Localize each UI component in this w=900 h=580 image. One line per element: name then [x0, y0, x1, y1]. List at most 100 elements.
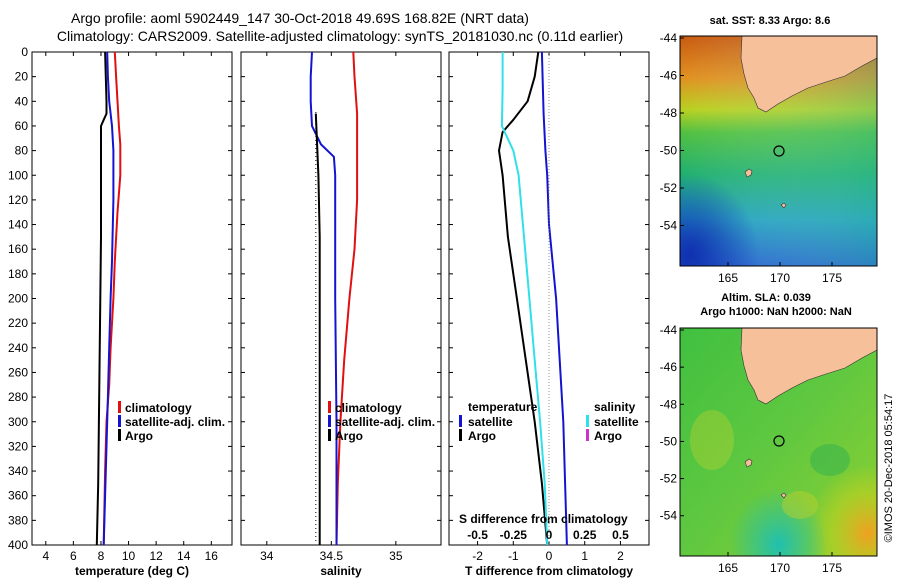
x-tick-label: -1: [508, 549, 519, 563]
series-line-t-satellite: [540, 51, 568, 546]
difference-profile-panel: -2 -1 0 1 2T difference from climatology S di…: [448, 51, 650, 578]
sla-map-frame: [679, 327, 878, 557]
series-line-argo: [314, 113, 321, 545]
sst-map-title: sat. SST: 8.33 Argo: 8.6: [710, 15, 831, 27]
x-tick-label: 1: [581, 549, 588, 563]
legend-swatch-t-argo: [459, 429, 462, 441]
map-x-tick-label: 170: [770, 561, 790, 575]
y-tick-label: 100: [8, 168, 28, 182]
legend-swatch-t-satellite: [459, 415, 462, 427]
map-x-tick-label: 175: [822, 271, 842, 285]
island-land: [744, 458, 753, 468]
imos-watermark: ©IMOS 20-Dec-2018 05:54:17: [883, 394, 895, 543]
difference-salinity-legend: salinity satellite Argo: [586, 400, 639, 443]
x-axis-label: salinity: [320, 564, 362, 578]
map-y-tick-label: -44: [660, 31, 678, 45]
sla-map: -44 -46 -48 -50 -52 -54 165 170 175: [660, 323, 878, 575]
y-tick-label: 60: [15, 119, 29, 133]
island-land: [780, 202, 787, 209]
y-tick-label: 240: [8, 341, 28, 355]
map-y-tick-label: -48: [660, 397, 678, 411]
map-y-tick-label: -48: [660, 106, 678, 120]
map-y-tick-label: -52: [660, 181, 678, 195]
series-line-s-satellite: [500, 52, 549, 546]
s-tick-label: -0.5: [467, 528, 488, 542]
x-tick-label: 0: [546, 549, 553, 563]
legend-label-s-argo: Argo: [594, 429, 622, 443]
difference-temperature-legend: temperature satellite Argo: [459, 400, 538, 443]
legend-label-t-satellite: satellite: [468, 415, 513, 429]
temperature-legend: climatology satellite-adj. clim. Argo: [118, 401, 225, 443]
series-line-satellite-adj-clim-: [102, 51, 115, 546]
legend-swatch-s-satellite: [586, 415, 589, 427]
y-tick-label: 120: [8, 193, 28, 207]
y-tick-label: 220: [8, 316, 28, 330]
x-tick-label: 16: [205, 549, 219, 563]
x-tick-label: 8: [98, 549, 105, 563]
legend-label-t-argo: Argo: [468, 429, 496, 443]
legend-swatch-climatology: [328, 401, 331, 413]
map-y-tick-label: -46: [660, 69, 678, 83]
legend-label-satellite-adj: satellite-adj. clim.: [125, 415, 225, 429]
map-y-tick-label: -54: [660, 219, 678, 233]
salinity-legend: climatology satellite-adj. clim. Argo: [328, 401, 435, 443]
map-x-tick-label: 165: [718, 271, 738, 285]
s-tick-label: -0.25: [500, 528, 528, 542]
y-tick-label: 320: [8, 439, 28, 453]
argo-float-location-marker: [773, 145, 785, 157]
map-y-tick-label: -52: [660, 472, 678, 486]
x-tick-label: 14: [177, 549, 191, 563]
x-tick-label: -2: [472, 549, 483, 563]
legend-title-temperature: temperature: [468, 400, 538, 414]
legend-label-satellite-adj: satellite-adj. clim.: [335, 415, 435, 429]
sla-map-title-line2: Argo h1000: NaN h2000: NaN: [700, 306, 852, 318]
legend-swatch-argo: [118, 429, 121, 441]
legend-swatch-argo: [328, 429, 331, 441]
y-tick-label: 380: [8, 513, 28, 527]
legend-label-argo: Argo: [335, 429, 363, 443]
y-tick-label: 180: [8, 267, 28, 281]
legend-swatch-climatology: [118, 401, 121, 413]
x-tick-label: 12: [149, 549, 163, 563]
x-axis-label: temperature (deg C): [75, 564, 189, 578]
legend-label-argo: Argo: [125, 429, 153, 443]
legend-label-s-satellite: satellite: [594, 415, 639, 429]
island-land: [744, 168, 753, 178]
x-tick-label: 35: [389, 549, 403, 563]
legend-label-climatology: climatology: [335, 401, 402, 415]
salinity-profile-panel: 34 34.5 35 salinity: [240, 51, 442, 578]
argo-float-location-marker: [773, 435, 785, 447]
x-tick-label: 2: [617, 549, 624, 563]
island-land: [780, 492, 787, 499]
sla-map-title-line1: Altim. SLA: 0.039: [721, 292, 811, 304]
series-line-t-argo: [498, 51, 549, 546]
sla-eddy: [810, 444, 850, 476]
legend-swatch-satellite-adj: [328, 415, 331, 427]
y-tick-label: 280: [8, 390, 28, 404]
y-tick-label: 400: [8, 538, 28, 552]
map-y-tick-label: -46: [660, 360, 678, 374]
y-tick-label: 200: [8, 292, 28, 306]
sst-map: -44 -46 -48 -50 -52 -54 165 170 175: [660, 31, 878, 285]
x-axis-label: T difference from climatology: [465, 564, 633, 578]
y-tick-label: 140: [8, 218, 28, 232]
s-axis-label: S difference from climatology: [459, 512, 628, 526]
x-tick-label: 34.5: [320, 549, 344, 563]
s-tick-label: 0.25: [573, 528, 597, 542]
y-tick-label: 340: [8, 464, 28, 478]
y-tick-label: 160: [8, 242, 28, 256]
x-tick-label: 34: [260, 549, 274, 563]
legend-swatch-s-argo: [586, 429, 589, 441]
x-tick-label: 6: [70, 549, 77, 563]
map-y-tick-label: -54: [660, 509, 678, 523]
s-tick-label: 0.5: [612, 528, 629, 542]
south-island-land: [740, 36, 877, 113]
map-x-tick-label: 170: [770, 271, 790, 285]
x-tick-label: 10: [122, 549, 136, 563]
x-tick-label: 4: [42, 549, 49, 563]
south-island-land: [740, 328, 877, 405]
map-x-tick-label: 175: [822, 561, 842, 575]
plot-frame: [240, 51, 442, 546]
legend-label-climatology: climatology: [125, 401, 192, 415]
